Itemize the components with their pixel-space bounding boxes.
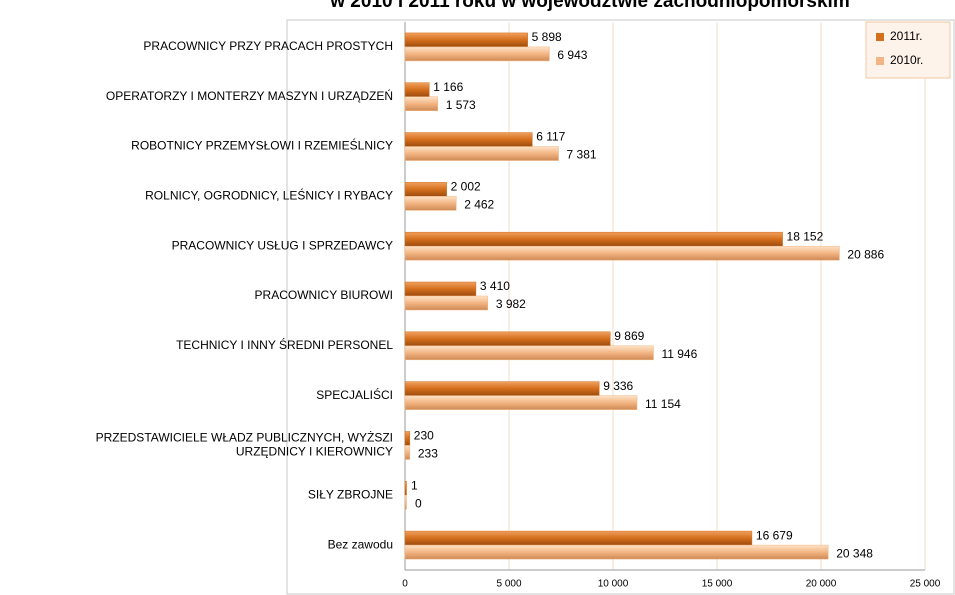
x-tick-label: 0 [402,579,408,590]
value-label: 18 152 [787,229,824,243]
y-tick-label: OPERATORZY I MONTERZY MASZYN I URZĄDZEŃ [106,88,393,103]
value-label: 1 166 [433,80,463,94]
bar [404,196,457,211]
bar [404,345,654,361]
bar [404,495,407,510]
value-label: 0 [415,496,422,510]
bar [404,331,611,347]
value-label: 1 573 [446,98,476,112]
bar [404,132,533,147]
legend-swatch [876,33,884,41]
value-label: 2 002 [451,180,481,194]
value-label: 11 154 [645,397,681,411]
value-label: 1 [411,478,418,492]
value-label: 3 410 [480,279,510,293]
value-label: 6 943 [557,48,587,62]
value-label: 5 898 [532,30,562,44]
value-label: 6 117 [536,130,565,144]
bar [404,395,638,410]
y-tick-label: ROBOTNICY PRZEMYSŁOWI I RZEMIEŚLNICY [131,138,393,153]
value-label: 11 946 [661,347,697,361]
bar [404,46,550,62]
value-label: 233 [418,447,438,461]
bar [404,445,411,460]
bar [404,96,438,111]
bar [404,381,600,396]
legend-label: 2011r. [890,29,922,43]
bar [404,281,477,297]
bar [404,431,411,446]
value-label: 3 982 [496,297,526,311]
y-tick-label: PRZEDSTAWICIELE WŁADZ PUBLICZNYCH, WYŻSZ… [96,431,393,459]
bar [404,530,753,546]
chart-title: w 2010 i 2011 roku w województwie zachod… [329,0,849,12]
value-label: 230 [414,429,434,443]
x-tick-label: 25 000 [910,579,941,590]
bar [404,245,840,261]
bar [404,146,559,161]
y-tick-label: TECHNICY I INNY ŚREDNI PERSONEL [176,337,393,352]
chart-frame [286,19,955,595]
legend-swatch [876,57,884,65]
y-tick-label: SPECJALIŚCI [316,387,393,402]
value-label: 2 462 [464,198,494,212]
value-label: 20 348 [836,546,873,560]
value-label: 16 679 [756,528,793,542]
legend-box [865,21,951,79]
bar [404,82,430,97]
x-tick-label: 15 000 [702,579,733,590]
bar [404,182,447,197]
bar [404,481,407,496]
y-tick-label: PRACOWNICY PRZY PRACACH PROSTYCH [143,39,393,53]
value-label: 9 869 [614,329,644,343]
value-label: 7 381 [567,148,597,162]
bar [404,295,489,311]
value-label: 9 336 [603,379,633,393]
bar [404,32,528,48]
x-tick-label: 20 000 [806,579,837,590]
bar [404,544,829,560]
value-label: 20 886 [847,247,884,261]
bar [404,231,783,247]
x-tick-label: 5 000 [496,579,521,590]
y-tick-label: PRACOWNICY BIUROWI [255,288,393,302]
legend-label: 2010r. [890,53,923,67]
y-tick-label: Bez zawodu [328,537,393,551]
y-tick-label: PRACOWNICY USŁUG I SPRZEDAWCY [172,238,393,252]
x-tick-label: 10 000 [598,579,629,590]
y-tick-label: SIŁY ZBROJNE [308,487,393,501]
y-tick-label: ROLNICY, OGRODNICY, LEŚNICY I RYBACY [145,188,393,203]
